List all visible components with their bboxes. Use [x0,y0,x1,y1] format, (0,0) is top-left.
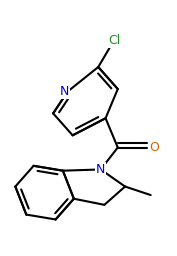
Text: N: N [96,163,105,176]
Text: Cl: Cl [108,34,120,47]
Text: O: O [149,141,159,154]
Text: N: N [60,85,69,98]
